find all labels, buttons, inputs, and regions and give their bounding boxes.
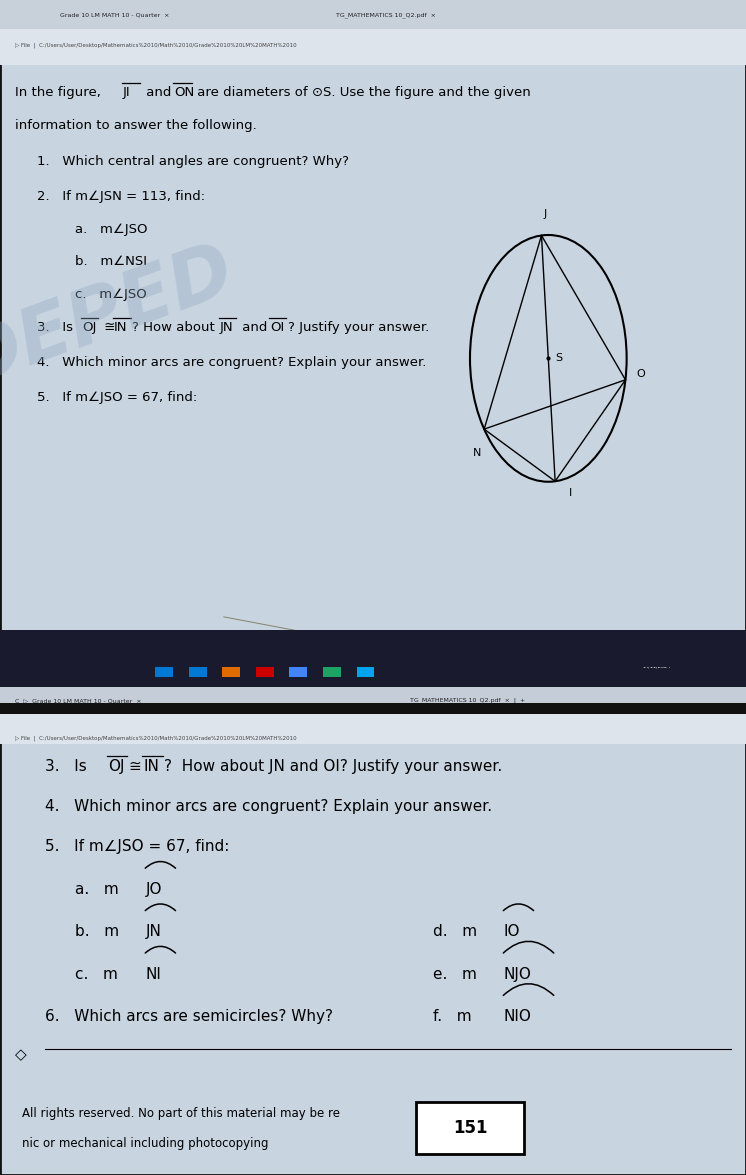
Bar [0,703,746,714]
Text: IN: IN [143,759,159,774]
Text: information to answer the following.: information to answer the following. [15,120,257,133]
Text: IN: IN [114,321,128,334]
Bar [0,0,746,29]
Text: b.   m∠NSI: b. m∠NSI [75,255,147,268]
Bar [357,649,374,677]
Text: a.   m∠JSO: a. m∠JSO [75,223,147,236]
Text: 5.   If m∠JSO = 67, find:: 5. If m∠JSO = 67, find: [37,391,198,404]
Bar [0,0,746,65]
Bar [0,638,746,687]
Text: 6.   Which arcs are semicircles? Why?: 6. Which arcs are semicircles? Why? [45,1009,333,1025]
Text: ? Justify your answer.: ? Justify your answer. [288,321,429,334]
Text: b.   m: b. m [75,925,119,939]
Text: 4.   Which minor arcs are congruent? Explain your answer.: 4. Which minor arcs are congruent? Expla… [45,799,492,814]
Text: Search: Search [124,660,145,665]
Text: 151: 151 [453,1119,487,1137]
Text: ≅: ≅ [128,759,141,774]
Text: ? How about: ? How about [132,321,215,334]
Text: In the figure,: In the figure, [15,86,101,99]
Text: JN: JN [220,321,233,334]
Bar [155,649,173,677]
Bar [189,649,207,677]
Text: IO: IO [504,925,520,939]
Text: nic or mechanical including photocopying: nic or mechanical including photocopying [22,1136,269,1150]
Text: JN: JN [145,925,161,939]
Text: OI: OI [270,321,284,334]
Bar [0,665,746,705]
Text: TG_MATHEMATICS 10_Q2.pdf  ×: TG_MATHEMATICS 10_Q2.pdf × [336,12,436,18]
Text: c.   m: c. m [75,967,117,981]
Bar [0,687,746,713]
Text: and: and [142,86,175,99]
Text: 3.   Is: 3. Is [45,759,91,774]
Bar [256,649,274,677]
Text: ▷ File  |  C:/Users/User/Desktop/Mathematics%2010/Math%2010/Grade%2010%20LM%20MA: ▷ File | C:/Users/User/Desktop/Mathemati… [15,736,297,740]
Text: DEPED: DEPED [0,234,245,401]
Text: O: O [636,369,645,378]
Text: ◇: ◇ [15,1047,27,1062]
Text: d.   m: d. m [433,925,477,939]
Bar [222,649,240,677]
Text: are diameters of ⊙S. Use the figure and the given: are diameters of ⊙S. Use the figure and … [193,86,531,99]
Text: TG_MATHEMATICS 10_Q2.pdf  ×  |  +: TG_MATHEMATICS 10_Q2.pdf × | + [410,698,525,703]
Text: ❖: ❖ [99,658,110,667]
Text: N: N [472,448,481,457]
Bar [323,649,341,677]
Bar [0,630,746,667]
Text: J: J [544,209,547,220]
Text: NJO: NJO [504,967,531,981]
Text: ON: ON [175,86,195,99]
Bar [0,0,746,687]
Text: OJ: OJ [82,321,96,334]
Bar [0,687,746,1175]
Text: f.   m: f. m [433,1009,471,1025]
Text: JI: JI [123,86,131,99]
Text: NI: NI [145,967,161,981]
Text: 1.   Which central angles are congruent? Why?: 1. Which central angles are congruent? W… [37,155,349,168]
Text: 3.   Is: 3. Is [37,321,78,334]
Text: 4.   Which minor arcs are congruent? Explain your answer.: 4. Which minor arcs are congruent? Expla… [37,356,427,369]
Text: a.   m: a. m [75,881,119,897]
Text: I: I [568,488,571,498]
Text: ▷ File  |  C:/Users/User/Desktop/Mathematics%2010/Math%2010/Grade%2010%20LM%20MA: ▷ File | C:/Users/User/Desktop/Mathemati… [15,42,297,48]
Text: C  ▷  Grade 10 LM MATH 10 - Quarter  ×: C ▷ Grade 10 LM MATH 10 - Quarter × [15,698,142,703]
Text: All rights reserved. No part of this material may be re: All rights reserved. No part of this mat… [22,1107,340,1121]
Text: and: and [238,321,272,334]
Text: NIO: NIO [504,1009,531,1025]
Text: e.   m: e. m [433,967,477,981]
Text: 2.   If m∠JSN = 113, find:: 2. If m∠JSN = 113, find: [37,190,205,203]
Text: 5.   If m∠JSO = 67, find:: 5. If m∠JSO = 67, find: [45,839,229,854]
FancyBboxPatch shape [416,1102,524,1154]
Text: OJ: OJ [108,759,125,774]
Text: c.   m∠JSO: c. m∠JSO [75,288,146,301]
Bar [289,649,307,677]
Text: ≅: ≅ [100,321,119,334]
Text: 1:50 pm
14/11/2024: 1:50 pm 14/11/2024 [642,657,671,669]
Text: S: S [555,354,562,363]
Text: Grade 10 LM MATH 10 - Quarter  ×: Grade 10 LM MATH 10 - Quarter × [60,12,169,18]
Text: ?  How about JN and OI? Justify your answer.: ? How about JN and OI? Justify your answ… [164,759,502,774]
Text: JO: JO [145,881,162,897]
Bar [0,687,746,744]
